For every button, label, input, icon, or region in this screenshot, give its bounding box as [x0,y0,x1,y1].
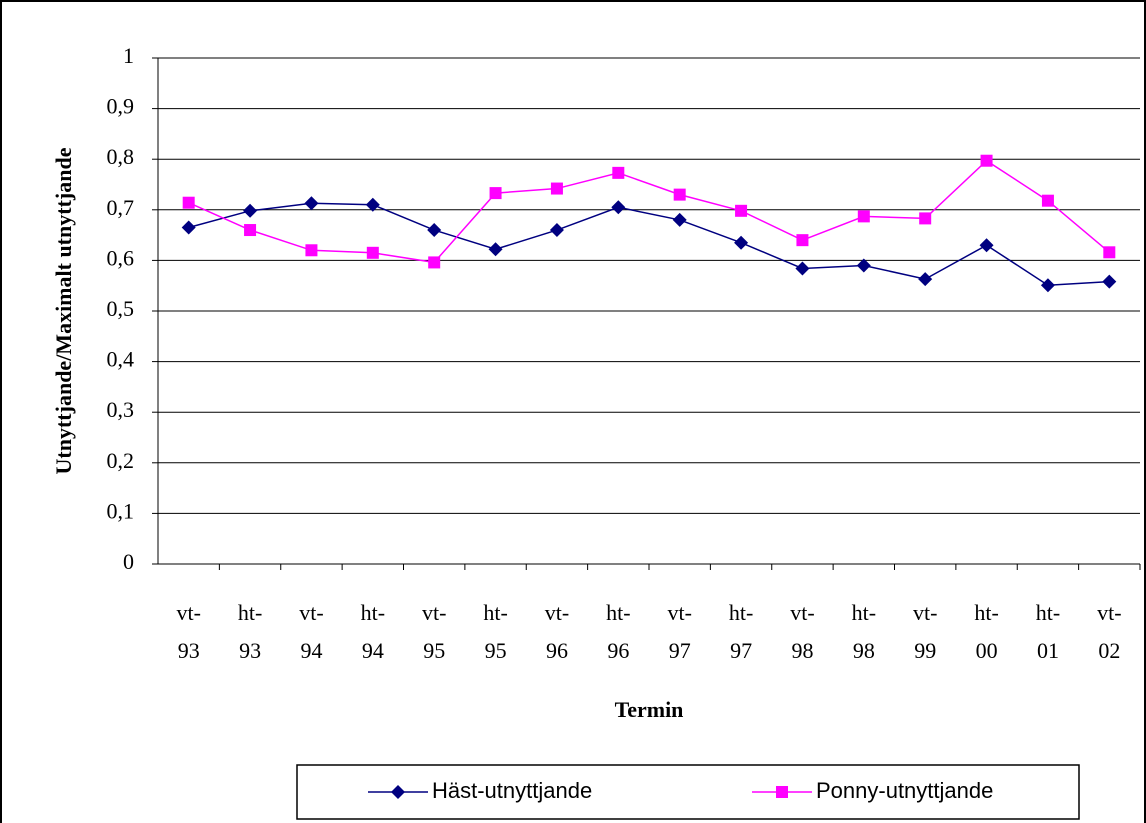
point-marker [427,223,442,238]
point-marker [366,246,379,259]
y-tick-label: 0,8 [107,144,135,169]
point-marker [673,188,686,201]
x-tick-label: ht-00 [974,600,999,663]
point-marker [550,182,563,195]
point-marker [428,256,441,269]
point-marker [735,204,748,217]
x-tick-label: ht-01 [1035,600,1061,663]
x-tick-label: ht-93 [237,600,263,663]
point-marker [305,244,318,257]
point-marker [1103,246,1116,259]
y-axis-title: Utnyttjande/Maximalt utnyttjande [51,147,76,474]
point-marker [857,210,870,223]
y-tick-label: 0,6 [107,245,135,270]
point-marker [672,212,687,227]
point-marker [1041,194,1054,207]
point-marker [549,223,564,238]
point-marker [489,187,502,200]
x-tick-label: ht-96 [606,600,631,663]
point-marker [795,261,810,276]
point-marker [612,166,625,179]
point-marker [181,220,196,235]
point-marker [918,272,933,287]
point-marker [1102,274,1117,289]
point-marker [734,235,749,250]
series-line [188,159,1110,264]
y-tick-label: 0,9 [107,94,135,119]
legend-label: Ponny-utnyttjande [816,778,993,803]
x-tick-label: vt-93 [176,600,201,663]
point-marker [365,197,380,212]
point-marker [488,242,503,257]
x-tick-label: vt-02 [1097,600,1122,663]
point-marker [1040,278,1055,293]
x-tick-label: vt-96 [544,600,570,663]
y-tick-label: 0,2 [107,448,135,473]
y-tick-label: 0,5 [107,296,135,321]
y-tick-label: 0,4 [107,347,135,372]
point-marker [856,258,871,273]
x-tick-label: vt-98 [790,600,815,663]
point-marker [304,196,319,211]
x-tick-label: ht-98 [851,600,877,663]
series-line [188,202,1110,286]
point-marker [980,154,993,167]
x-tick-label: vt-97 [667,600,692,663]
x-tick-label: vt-99 [912,600,938,663]
y-tick-label: 0,7 [107,195,135,220]
x-axis-title: Termin [615,697,684,722]
point-marker [182,196,195,209]
x-tick-label: ht-95 [483,600,508,663]
point-marker [776,786,788,798]
point-marker [244,224,257,237]
point-marker [919,212,932,225]
point-marker [796,234,809,247]
point-marker [979,238,994,253]
y-tick-label: 0,3 [107,397,135,422]
legend-box [296,764,1080,820]
point-marker [391,785,405,799]
x-tick-label: ht-97 [728,600,754,663]
point-marker [243,203,258,218]
x-tick-label: vt-95 [421,600,447,663]
point-marker [611,200,626,215]
x-tick-label: ht-94 [360,600,386,663]
legend-label: Häst-utnyttjande [432,778,592,803]
x-tick-label: vt-94 [299,600,324,663]
y-tick-label: 0 [123,549,134,574]
y-tick-label: 1 [123,43,134,68]
y-tick-label: 0,1 [107,498,135,523]
